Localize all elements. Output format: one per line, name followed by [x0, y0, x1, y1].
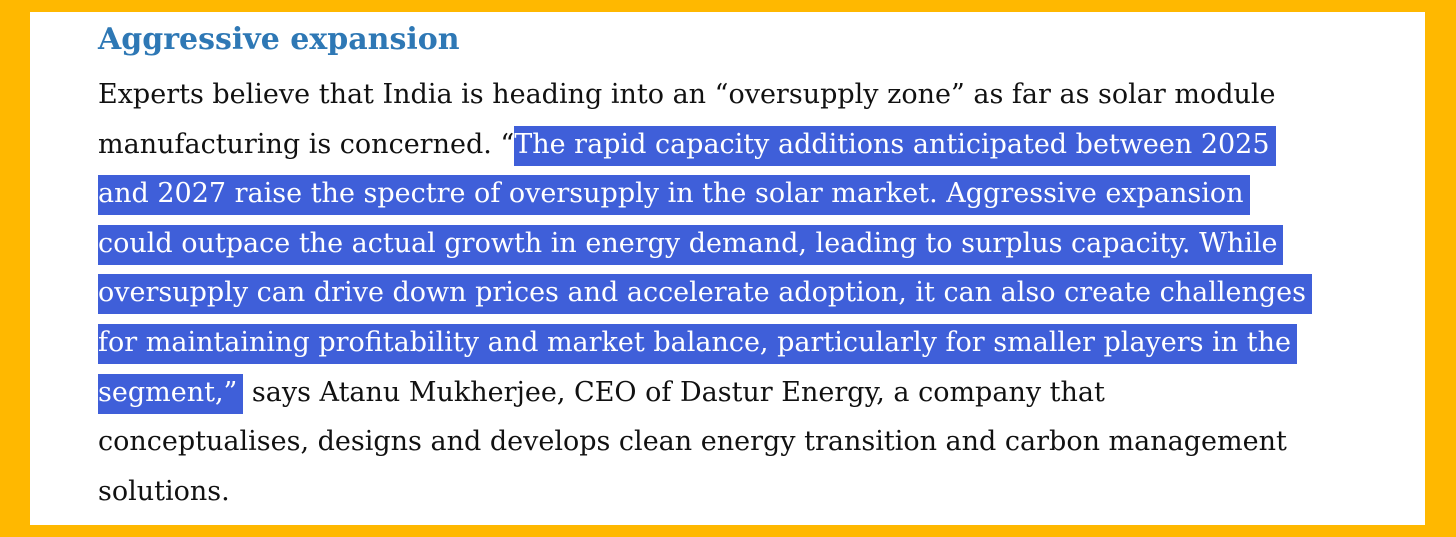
text-segment: manufacturing is concerned. “ — [98, 128, 515, 160]
text-line: for maintaining profitability and market… — [98, 318, 1418, 368]
text-line: solutions. — [98, 467, 1418, 517]
selected-text: for maintaining profitability and market… — [98, 323, 1297, 364]
article-paragraph[interactable]: Experts believe that India is heading in… — [98, 70, 1418, 516]
selected-text: The rapid capacity additions anticipated… — [514, 125, 1276, 166]
selected-text: oversupply can drive down prices and acc… — [98, 274, 1312, 315]
text-segment: solutions. — [98, 475, 230, 507]
text-line: could outpace the actual growth in energ… — [98, 219, 1418, 269]
text-segment: conceptualises, designs and develops cle… — [98, 426, 1287, 458]
selected-text: and 2027 raise the spectre of oversupply… — [98, 175, 1250, 216]
article-card: Aggressive expansion Experts believe tha… — [30, 12, 1425, 525]
text-line: segment,” says Atanu Mukherjee, CEO of D… — [98, 368, 1418, 418]
selected-text: could outpace the actual growth in energ… — [98, 224, 1284, 265]
text-segment: Experts believe that India is heading in… — [98, 79, 1276, 110]
text-line: and 2027 raise the spectre of oversupply… — [98, 169, 1418, 219]
section-heading: Aggressive expansion — [98, 22, 460, 57]
text-segment: says Atanu Mukherjee, CEO of Dastur Ener… — [243, 376, 1105, 408]
text-line: oversupply can drive down prices and acc… — [98, 268, 1418, 318]
text-line: conceptualises, designs and develops cle… — [98, 417, 1418, 467]
article-content: Aggressive expansion Experts believe tha… — [98, 12, 1418, 516]
text-line: Experts believe that India is heading in… — [98, 70, 1418, 120]
selected-text: segment,” — [98, 373, 244, 414]
text-line: manufacturing is concerned. “The rapid c… — [98, 120, 1418, 170]
